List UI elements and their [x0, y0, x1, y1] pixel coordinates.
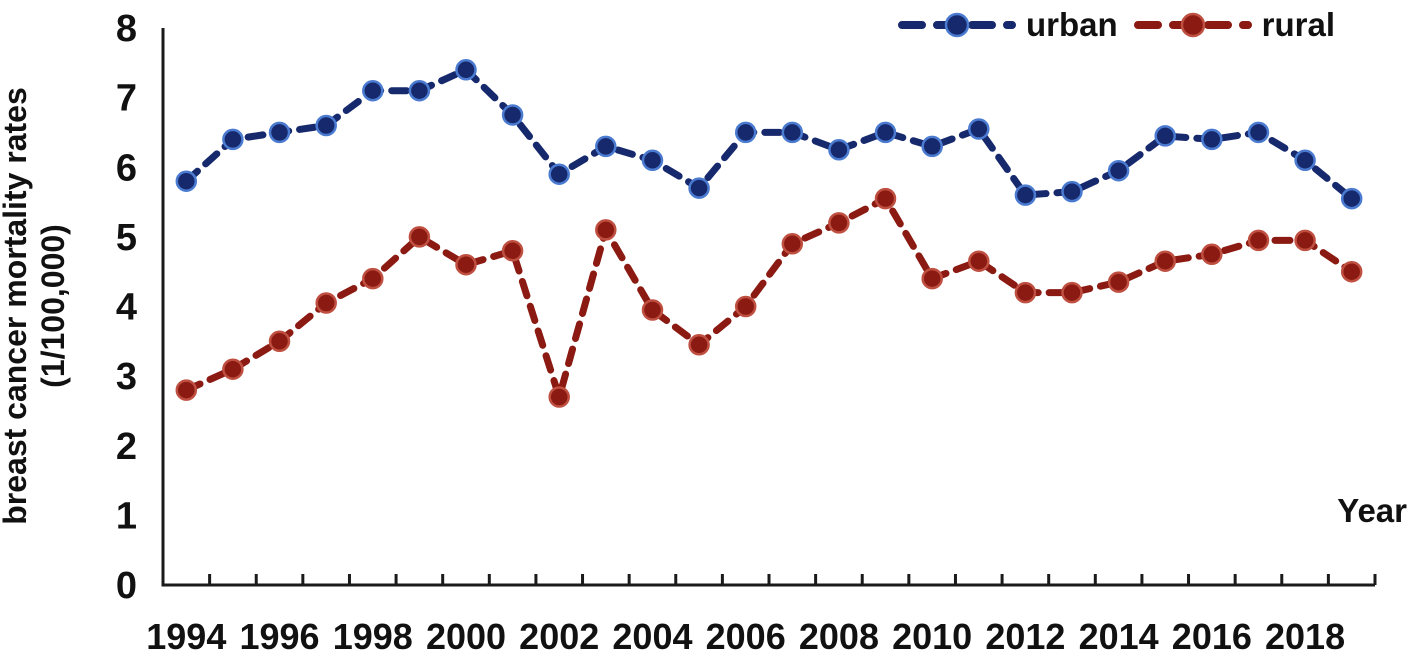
rural-marker-2003 — [595, 219, 617, 241]
x-axis-title: Year — [1337, 492, 1407, 529]
urban-marker-2011 — [968, 118, 990, 140]
urban-marker-2007 — [781, 121, 804, 144]
urban-marker-1995 — [222, 128, 244, 151]
rural-marker-1997 — [315, 292, 337, 314]
legend-item-rural: rural — [1132, 1, 1335, 47]
rural-marker-2012 — [1014, 281, 1037, 304]
rural-marker-2009 — [874, 187, 897, 210]
rural-marker-1998 — [362, 267, 384, 290]
urban-marker-2008 — [828, 139, 850, 161]
x-tick-label: 2018 — [1265, 616, 1345, 657]
x-tick-label: 2012 — [985, 616, 1065, 657]
x-tick-label: 2014 — [1079, 616, 1159, 657]
legend-label-urban: urban — [1026, 5, 1118, 43]
rural-marker-2006 — [734, 295, 757, 318]
urban-marker-1997 — [315, 114, 337, 137]
x-tick-label: 2016 — [1172, 616, 1252, 657]
urban-marker-2015 — [1154, 125, 1176, 147]
rural-marker-2005 — [688, 334, 710, 356]
rural-marker-2007 — [781, 233, 804, 255]
plot-area: 0 1 2 3 4 5 6 7 8 1994 1996 1998 2000 2002 2004 2006 200… — [116, 8, 1377, 657]
rural-series-line — [182, 195, 1356, 401]
urban-line-sample-icon — [898, 12, 1016, 38]
x-tick-label: 1996 — [239, 616, 319, 657]
legend: urban rural — [896, 0, 1335, 48]
y-tick-label: 8 — [116, 8, 137, 50]
urban-marker-2012 — [1014, 184, 1037, 206]
rural-marker-2004 — [641, 299, 664, 321]
urban-series-line — [182, 66, 1356, 203]
x-tick-label: 2002 — [519, 616, 599, 657]
y-axis-title-line1: breast cancer mortality rates — [0, 87, 33, 525]
legend-item-urban: urban — [896, 1, 1118, 47]
urban-marker-2014 — [1107, 159, 1130, 182]
urban-marker-2013 — [1061, 180, 1083, 203]
rural-line-sample-icon — [1133, 12, 1252, 38]
urban-marker-2001 — [501, 104, 524, 126]
urban-marker-2019 — [1340, 187, 1363, 210]
rural-marker-2018 — [1294, 229, 1316, 252]
x-tick-label: 2008 — [799, 616, 879, 657]
rural-marker-1995 — [222, 358, 244, 380]
urban-marker-2018 — [1294, 149, 1316, 172]
urban-marker-2017 — [1247, 121, 1270, 144]
rural-marker-1994 — [175, 379, 198, 401]
urban-marker-2000 — [455, 59, 477, 81]
urban-marker-2002 — [548, 163, 570, 185]
rural-marker-2008 — [828, 212, 850, 234]
x-tick-label: 2006 — [706, 616, 786, 657]
urban-marker-1996 — [268, 121, 291, 144]
rural-marker-1996 — [268, 330, 291, 353]
rural-marker-1999 — [408, 226, 431, 248]
rural-marker-2015 — [1154, 250, 1176, 272]
urban-sample-marker-icon — [944, 12, 970, 38]
urban-marker-2005 — [688, 177, 710, 199]
urban-marker-2009 — [874, 121, 897, 144]
urban-marker-2010 — [921, 135, 943, 158]
urban-marker-2016 — [1201, 128, 1223, 151]
rural-marker-2014 — [1107, 271, 1130, 293]
y-tick-label: 6 — [116, 147, 137, 189]
rural-marker-2019 — [1340, 260, 1363, 283]
urban-marker-1999 — [408, 79, 431, 102]
rural-marker-2010 — [921, 267, 943, 290]
x-tick-label: 2000 — [426, 616, 506, 657]
legend-label-rural: rural — [1261, 5, 1336, 43]
rural-marker-2002 — [548, 386, 570, 408]
urban-marker-2003 — [595, 135, 617, 158]
rural-marker-2016 — [1201, 243, 1223, 266]
rural-marker-2000 — [455, 253, 477, 276]
y-tick-label: 7 — [116, 78, 137, 120]
urban-marker-1994 — [175, 170, 198, 192]
y-tick-label: 5 — [116, 217, 137, 259]
x-tick-label: 2010 — [892, 616, 972, 657]
y-tick-label: 1 — [116, 495, 137, 537]
rural-marker-2011 — [968, 250, 990, 272]
x-tick-label: 1998 — [333, 616, 413, 657]
x-tick-label: 1994 — [146, 616, 226, 657]
urban-marker-2004 — [641, 149, 664, 172]
urban-marker-2006 — [734, 121, 757, 144]
rural-marker-2013 — [1061, 281, 1083, 304]
urban-marker-1998 — [362, 79, 384, 102]
y-tick-label: 2 — [116, 426, 137, 468]
y-tick-label: 3 — [116, 356, 137, 398]
y-tick-label: 0 — [116, 565, 137, 607]
x-tick-label: 2004 — [612, 616, 692, 657]
rural-sample-marker-icon — [1180, 12, 1205, 38]
y-tick-label: 4 — [116, 287, 137, 329]
y-axis-title-line2: (1/100,000) — [35, 224, 71, 388]
rural-marker-2017 — [1247, 229, 1270, 252]
rural-marker-2001 — [501, 240, 524, 262]
